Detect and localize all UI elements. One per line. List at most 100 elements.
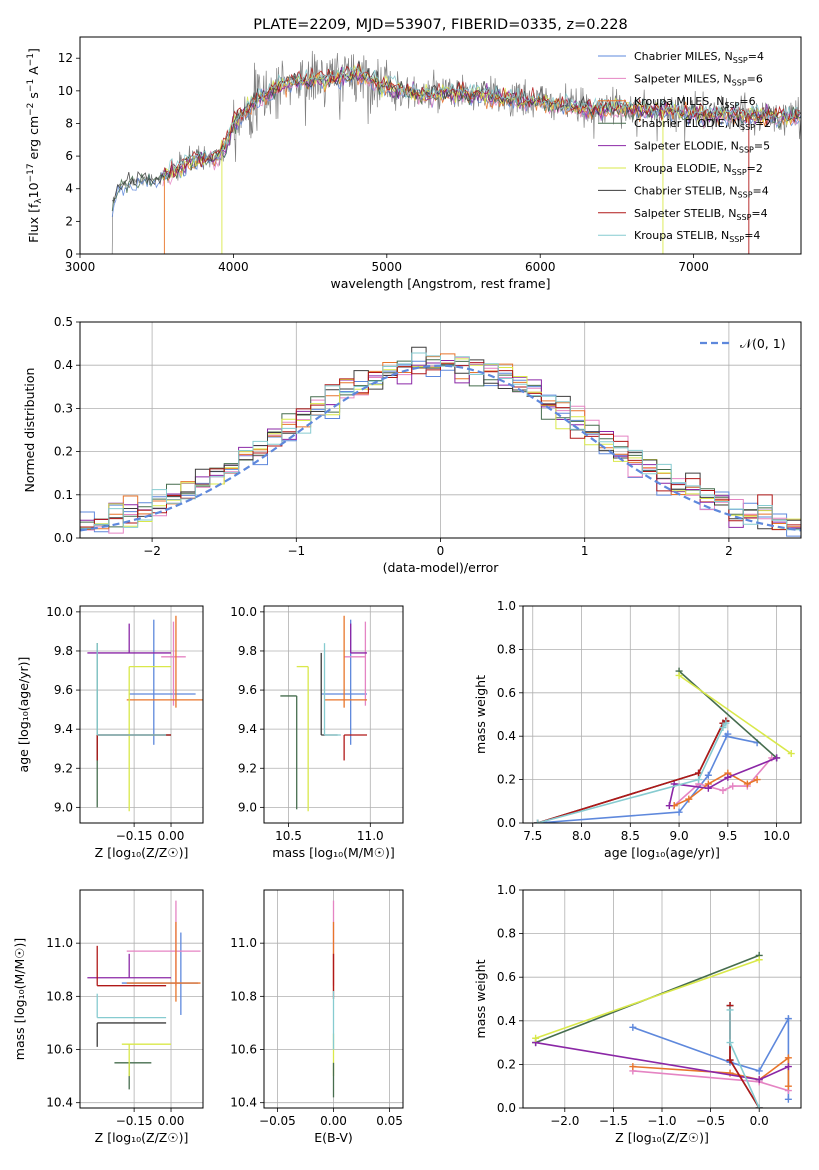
legend-sub: SSP bbox=[724, 101, 739, 110]
axes-frame-age_vs_mass: 10.5 11.0 9.0 9.2 9.4 9.6 9.8 10.0 mass [log₁₀(M… bbox=[230, 605, 404, 860]
plot-area bbox=[532, 951, 792, 1108]
axes-frame bbox=[263, 605, 404, 824]
y-tick-label: 11.0 bbox=[230, 936, 257, 950]
weight-marker-kroupa_stelib bbox=[726, 1039, 734, 1047]
legend-text: Kroupa MILES, N bbox=[634, 95, 724, 108]
x-tick-label: 3000 bbox=[65, 260, 96, 274]
legend-text: =4 bbox=[753, 184, 769, 197]
x-tick-label: −0.15 bbox=[116, 829, 153, 843]
weight-marker-kroupa_stelib bbox=[755, 1104, 763, 1108]
y-tick-label: 0 bbox=[65, 247, 73, 261]
legend-text: Chabrier MILES, N bbox=[634, 50, 733, 63]
weight-marker-kroupa_stelib bbox=[534, 819, 542, 823]
plot-background bbox=[80, 890, 203, 1108]
weight-marker-kroupa_stelib bbox=[726, 1006, 734, 1014]
weight-marker-chabrier_miles bbox=[722, 732, 730, 740]
y-label-part: −2 bbox=[26, 103, 36, 116]
legend-sub: SSP bbox=[739, 146, 754, 155]
x-axis-label: Z [log₁₀(Z/Z☉)] bbox=[615, 1130, 709, 1145]
x-tick-label: 0.00 bbox=[320, 1114, 347, 1128]
legend-text: =4 bbox=[751, 207, 767, 220]
y-axis-label: age [log₁₀(age/yr)] bbox=[16, 657, 31, 773]
weight-line-kroupa_miles bbox=[673, 772, 758, 807]
y-tick-label: 9.0 bbox=[54, 800, 73, 814]
weight-marker-chabrier_miles bbox=[784, 1095, 792, 1103]
y-label-part: λ bbox=[34, 198, 44, 204]
y-tick-label: 0.4 bbox=[497, 729, 516, 743]
y-tick-label: 0.0 bbox=[497, 816, 516, 830]
x-tick-label: 0.05 bbox=[376, 1114, 403, 1128]
y-tick-label: 11.0 bbox=[46, 936, 73, 950]
weight-line-salpeter_stelib bbox=[537, 720, 727, 823]
x-axis-label: mass [log₁₀(M/M☉)] bbox=[272, 845, 394, 860]
legend-text: Kroupa STELIB, N bbox=[634, 229, 729, 242]
x-tick-label: 0 bbox=[437, 544, 445, 558]
y-tick-label: 10.6 bbox=[46, 1043, 73, 1057]
legend-text: =5 bbox=[754, 140, 770, 153]
axes-frame-residuals: −2 −1 0 1 2 0.0 0.1 0.2 0.3 0.4 0.5 (data-model)/er… bbox=[22, 315, 802, 575]
x-tick-label: 10.5 bbox=[275, 829, 302, 843]
legend-entry: Salpeter MILES, NSSP=6 bbox=[634, 72, 763, 87]
legend-text: Kroupa ELODIE, N bbox=[634, 162, 732, 175]
y-axis-label: mass weight bbox=[473, 959, 488, 1038]
model-spectrum-salpeter_elodie bbox=[162, 67, 801, 178]
weight-marker-salpeter_elodie bbox=[784, 1063, 792, 1071]
legend-text: Chabrier ELODIE, N bbox=[634, 117, 740, 130]
legend-text: =6 bbox=[739, 95, 755, 108]
x-tick-label: −2 bbox=[143, 544, 161, 558]
plot-background bbox=[80, 37, 801, 254]
axes-mass_vs_ebv bbox=[264, 890, 403, 1108]
y-axis-label: mass weight bbox=[473, 675, 488, 754]
axes-residuals bbox=[80, 321, 801, 539]
chart-title: PLATE=2209, MJD=53907, FIBERID=0335, z=0… bbox=[253, 17, 627, 33]
plot-area bbox=[80, 346, 801, 538]
weight-line-chabrier_miles bbox=[537, 733, 758, 823]
y-tick-label: 10.4 bbox=[46, 1096, 73, 1110]
axes-frame-mass_vs_Z: −0.15 0.00 10.4 10.6 10.8 11.0 Z [log₁₀(Z/Z☉)]… bbox=[12, 889, 204, 1145]
weight-marker-chabrier_miles bbox=[755, 1067, 763, 1075]
x-tick-label: 9.0 bbox=[670, 829, 689, 843]
legend-entry: Salpeter STELIB, NSSP=4 bbox=[634, 207, 768, 222]
legend-text: Salpeter MILES, N bbox=[634, 72, 732, 85]
y-tick-label: 0.3 bbox=[54, 401, 73, 415]
x-tick-label: −1.0 bbox=[647, 1114, 676, 1128]
y-tick-label: 0.5 bbox=[54, 315, 73, 329]
legend-text: Chabrier STELIB, N bbox=[634, 184, 738, 197]
y-axis-label: Flux [fλ10−17 erg cm−2 s−1 A−1] bbox=[26, 48, 44, 243]
weight-marker-kroupa_miles bbox=[629, 1063, 637, 1071]
x-axis-label: (data-model)/error bbox=[383, 560, 500, 575]
weight-marker-chabrier_miles bbox=[704, 771, 712, 779]
y-label-part: Flux [f bbox=[26, 203, 41, 243]
weight-marker-salpeter_elodie bbox=[665, 802, 673, 810]
axes-spectrum bbox=[80, 37, 801, 254]
y-tick-label: 10.8 bbox=[46, 989, 73, 1003]
weight-marker-kroupa_stelib bbox=[695, 776, 703, 784]
x-tick-label: 0.00 bbox=[158, 1114, 185, 1128]
legend-sub: SSP bbox=[736, 213, 751, 222]
y-tick-label: 0.2 bbox=[54, 445, 73, 459]
x-tick-label: 2 bbox=[725, 544, 733, 558]
y-tick-label: 8 bbox=[65, 116, 73, 130]
weight-marker-kroupa_miles bbox=[743, 780, 751, 788]
axes-frame-spectrum: 3000 4000 5000 6000 7000 0 2 4 6 8 10 12 wavelength … bbox=[26, 17, 802, 291]
weight-marker-salpeter_elodie bbox=[724, 773, 732, 781]
legend-sub: SSP bbox=[740, 123, 755, 132]
x-tick-label: −0.5 bbox=[696, 1114, 725, 1128]
legend-entry: Chabrier ELODIE, NSSP=2 bbox=[634, 117, 771, 132]
legend-text: =4 bbox=[748, 50, 764, 63]
x-tick-label: −0.15 bbox=[116, 1114, 153, 1128]
weight-marker-chabrier_miles bbox=[675, 808, 683, 816]
axes-frame-age_vs_Z: −0.15 0.00 9.0 9.2 9.4 9.6 9.8 10.0 Z [log₁₀(Z/Z… bbox=[16, 605, 204, 860]
y-tick-label: 0.4 bbox=[54, 358, 73, 372]
y-label-part: 10 bbox=[26, 182, 41, 198]
x-axis-label: E(B-V) bbox=[314, 1130, 353, 1145]
axes-mass_vs_Z bbox=[80, 890, 203, 1108]
weight-line-kroupa_elodie bbox=[535, 959, 760, 1039]
axes-frame-weight_vs_Z: −2.0 −1.5 −1.0 −0.5 0.0 0.0 0.2 0.4 0.6 0.8 1.0 Z [… bbox=[473, 883, 802, 1145]
x-tick-label: 7.5 bbox=[523, 829, 542, 843]
x-tick-label: −1 bbox=[287, 544, 305, 558]
y-tick-label: 0.1 bbox=[54, 488, 73, 502]
y-tick-label: 12 bbox=[58, 51, 73, 65]
